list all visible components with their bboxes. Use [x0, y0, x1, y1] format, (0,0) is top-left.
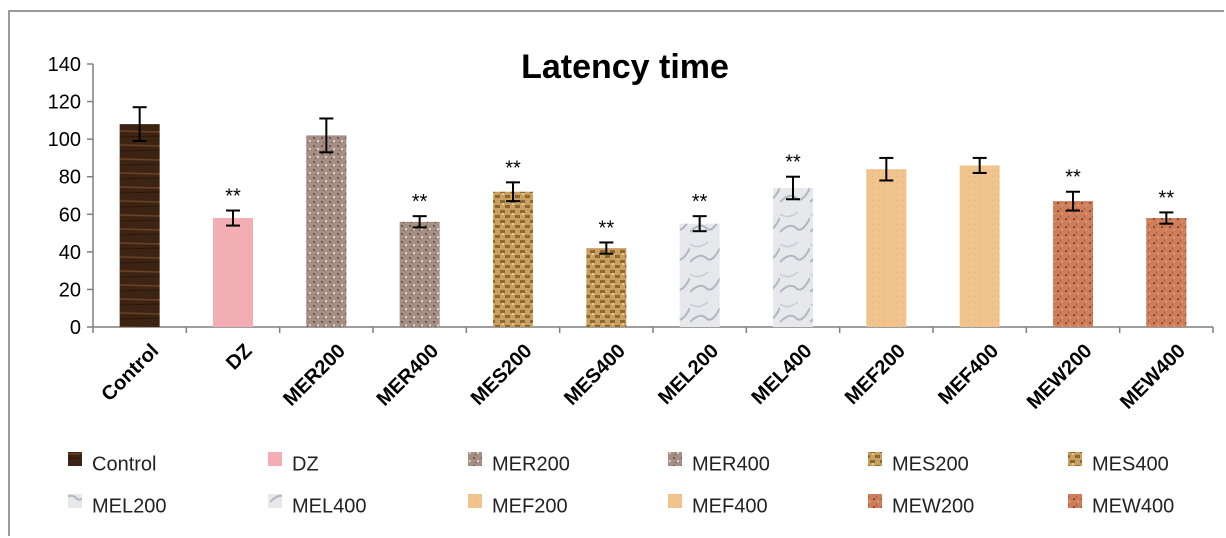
- bar-mes400: [586, 248, 627, 327]
- chart-title: Latency time: [521, 48, 729, 86]
- bar-mew200: [1053, 201, 1093, 327]
- bar-mef400: [959, 165, 1000, 327]
- legend-label: MEW200: [892, 495, 974, 517]
- x-tick-label: MES400: [560, 340, 630, 410]
- bar-mer200: [306, 135, 347, 327]
- x-tick-label: MER200: [279, 340, 350, 411]
- x-tick-label: MEF400: [934, 340, 1003, 409]
- bar-mew400: [1146, 218, 1187, 327]
- y-tick-label: 80: [59, 167, 81, 189]
- significance-marker: **: [1159, 187, 1175, 209]
- significance-marker: **: [692, 191, 708, 213]
- legend-label: MES400: [1092, 453, 1169, 475]
- y-tick-label: 20: [59, 279, 81, 301]
- legend-label: MEF400: [692, 495, 768, 517]
- legend-label: MES200: [892, 453, 969, 475]
- x-tick-label: MER400: [373, 340, 444, 411]
- legend-swatch: [868, 452, 882, 466]
- legend-swatch: [668, 494, 682, 508]
- x-tick-label: DZ: [222, 340, 256, 374]
- legend-label: Control: [92, 453, 156, 475]
- legend-label: MER200: [492, 453, 570, 475]
- bar-mes200: [493, 191, 533, 327]
- significance-marker: **: [599, 217, 615, 239]
- legend: Control DZ MER200 MER400 MES200 MES400 MEL200 M…: [68, 452, 1174, 517]
- x-axis: Control DZ MER200 MER400 MES200 MES400 MEL200 M…: [92, 326, 1214, 414]
- y-tick-label: 100: [48, 129, 81, 151]
- legend-swatch: [668, 452, 682, 466]
- bar-mel400: [773, 187, 813, 327]
- y-tick-label: 0: [70, 317, 81, 339]
- x-tick-label: Control: [97, 340, 163, 406]
- y-tick-label: 40: [59, 242, 81, 264]
- significance-marker: **: [412, 191, 428, 213]
- x-tick-label: MEF200: [841, 340, 910, 409]
- legend-swatch: [268, 452, 282, 466]
- legend-label: DZ: [292, 453, 319, 475]
- bars: ** ** ** ** ** ** ** **: [119, 106, 1187, 327]
- bar-dz: [213, 218, 253, 327]
- bar-mef200: [866, 169, 907, 327]
- legend-swatch: [868, 494, 882, 508]
- x-tick-label: MEL400: [748, 340, 817, 409]
- x-tick-label: MEW400: [1116, 340, 1190, 414]
- y-axis: 0 20 40 60 80 100 120 140: [48, 54, 94, 339]
- significance-marker: **: [505, 157, 521, 179]
- legend-swatch: [468, 452, 482, 466]
- legend-label: MEL200: [92, 495, 167, 517]
- legend-swatch: [1068, 494, 1082, 508]
- legend-swatch: [68, 494, 82, 508]
- x-tick-label: MEL200: [654, 340, 723, 409]
- legend-label: MEL400: [292, 495, 367, 517]
- legend-swatch: [1068, 452, 1082, 466]
- legend-swatch: [268, 494, 282, 508]
- bar-mel200: [679, 223, 720, 327]
- y-tick-label: 60: [59, 204, 81, 226]
- bar-mer400: [399, 221, 440, 327]
- significance-marker: **: [1065, 167, 1081, 189]
- significance-marker: **: [785, 152, 801, 174]
- x-tick-label: MES200: [467, 340, 537, 410]
- legend-label: MER400: [692, 453, 770, 475]
- legend-label: MEW400: [1092, 495, 1174, 517]
- y-tick-label: 120: [48, 92, 81, 114]
- y-tick-label: 140: [48, 54, 81, 76]
- legend-swatch: [468, 494, 482, 508]
- x-tick-label: MEW200: [1023, 340, 1097, 414]
- chart-frame: [8, 10, 1224, 536]
- significance-marker: **: [225, 186, 241, 208]
- bar-control: [119, 124, 160, 327]
- legend-label: MEF200: [492, 495, 568, 517]
- legend-swatch: [68, 452, 82, 466]
